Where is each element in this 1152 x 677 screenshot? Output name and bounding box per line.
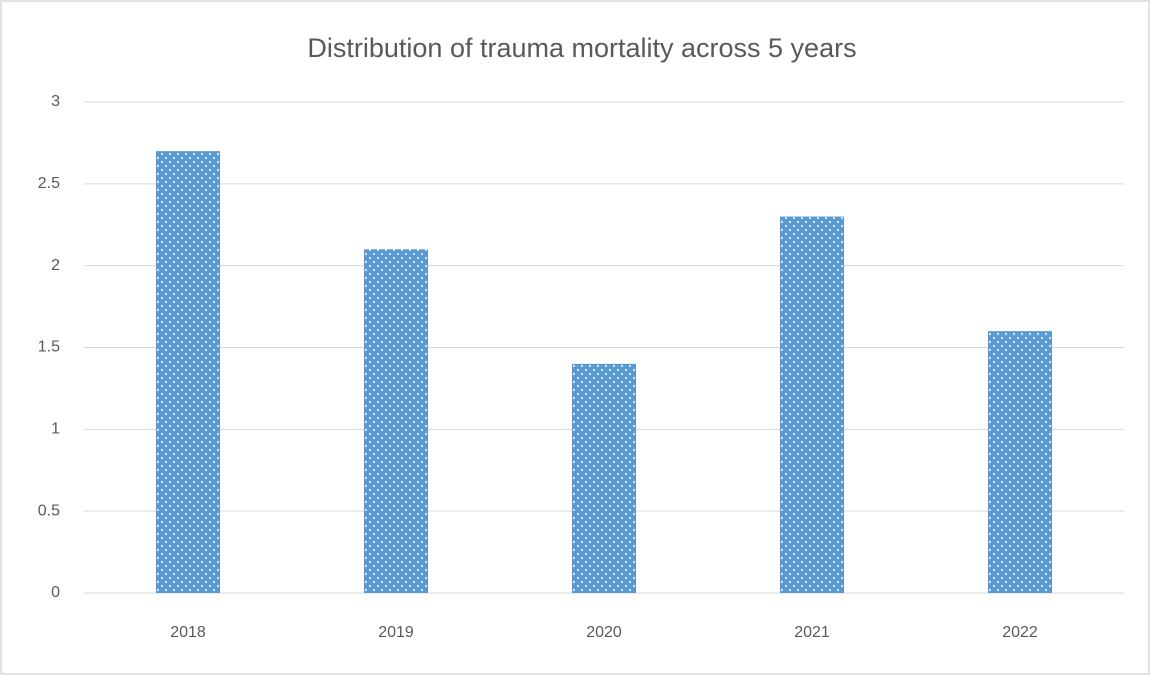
x-tick-label: 2021 xyxy=(794,624,830,641)
y-tick-label: 3 xyxy=(51,93,60,110)
chart-title: Distribution of trauma mortality across … xyxy=(307,33,856,63)
y-tick-label: 1.5 xyxy=(38,339,60,356)
x-tick-label: 2019 xyxy=(378,624,414,641)
bar xyxy=(572,363,636,593)
x-tick-label: 2018 xyxy=(170,624,206,641)
x-tick-label: 2020 xyxy=(586,624,622,641)
bar xyxy=(988,331,1052,593)
y-tick-label: 0.5 xyxy=(38,502,60,519)
y-tick-label: 2.5 xyxy=(38,175,60,192)
bar xyxy=(364,249,428,594)
bar xyxy=(780,216,844,594)
y-tick-label: 1 xyxy=(51,421,60,438)
x-tick-label: 2022 xyxy=(1002,624,1038,641)
y-tick-label: 2 xyxy=(51,257,60,274)
y-tick-label: 0 xyxy=(51,584,60,601)
bar xyxy=(156,151,220,593)
